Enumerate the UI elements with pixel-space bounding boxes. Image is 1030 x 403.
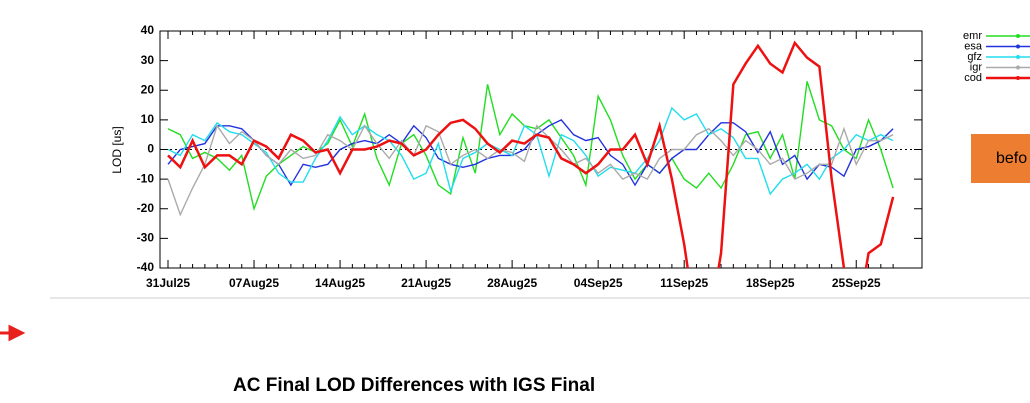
y-tick-label: -10 xyxy=(137,171,155,185)
series-line xyxy=(167,40,895,268)
x-tick-label: 21Aug25 xyxy=(401,276,451,290)
y-tick-label: 0 xyxy=(147,142,154,156)
legend-marker xyxy=(1016,34,1020,38)
legend-marker xyxy=(1016,44,1020,49)
y-tick-label: 10 xyxy=(141,112,155,126)
x-tick-label: 14Aug25 xyxy=(315,276,365,290)
button-label[interactable]: befo xyxy=(996,150,1027,167)
legend-label: igr xyxy=(970,61,983,73)
legend-marker xyxy=(1016,76,1020,80)
x-tick-label: 28Aug25 xyxy=(487,276,537,290)
series-line xyxy=(167,106,894,196)
y-tick-label: -20 xyxy=(137,201,155,215)
x-tick-label: 11Sep25 xyxy=(660,276,708,290)
x-tick-label: 25Sep25 xyxy=(832,276,881,290)
legend-label: emr xyxy=(963,30,982,42)
x-tick-label: 07Aug25 xyxy=(229,276,279,290)
legend-label: esa xyxy=(964,40,983,52)
legend-label: gfz xyxy=(967,51,982,63)
plot-area xyxy=(167,40,895,268)
x-tick-label: 04Sep25 xyxy=(574,276,623,290)
series-line xyxy=(167,124,894,217)
series-line xyxy=(167,81,894,212)
y-tick-label: -30 xyxy=(137,231,155,245)
legend-marker xyxy=(1016,55,1020,59)
y-tick-label: -40 xyxy=(137,260,155,274)
x-tick-label: 31Jul25 xyxy=(146,276,190,290)
button[interactable] xyxy=(971,134,1030,183)
y-tick-label: 20 xyxy=(141,82,155,96)
y-axis-label: LOD [us] xyxy=(110,126,124,173)
legend-marker xyxy=(1016,65,1020,70)
arrow xyxy=(0,324,26,342)
chart-title: AC Final LOD Differences with IGS Final xyxy=(233,375,595,396)
y-tick-label: 40 xyxy=(141,23,155,37)
x-tick-label: 18Sep25 xyxy=(746,276,795,290)
y-tick-label: 30 xyxy=(141,53,155,67)
legend-label: cod xyxy=(964,72,982,84)
